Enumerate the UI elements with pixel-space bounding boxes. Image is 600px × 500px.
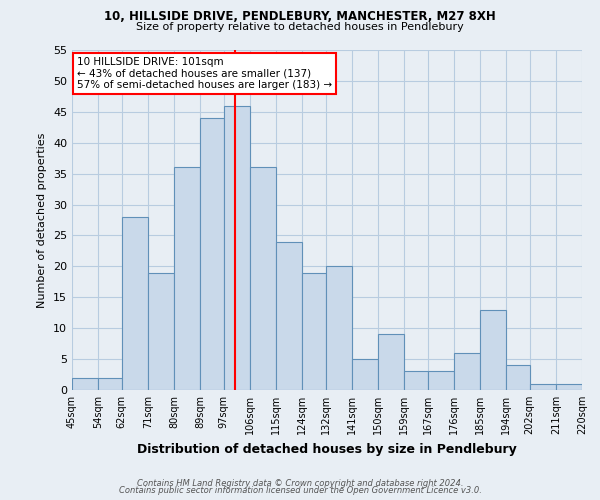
Bar	[72, 378, 98, 390]
Bar	[122, 217, 148, 390]
Bar	[378, 334, 404, 390]
Text: 10, HILLSIDE DRIVE, PENDLEBURY, MANCHESTER, M27 8XH: 10, HILLSIDE DRIVE, PENDLEBURY, MANCHEST…	[104, 10, 496, 23]
Bar	[250, 168, 276, 390]
Bar	[148, 272, 174, 390]
Bar	[200, 118, 224, 390]
Y-axis label: Number of detached properties: Number of detached properties	[37, 132, 47, 308]
Bar	[302, 272, 326, 390]
Bar	[556, 384, 582, 390]
X-axis label: Distribution of detached houses by size in Pendlebury: Distribution of detached houses by size …	[137, 442, 517, 456]
Bar	[98, 378, 122, 390]
Bar	[224, 106, 250, 390]
Bar	[454, 353, 480, 390]
Bar	[326, 266, 352, 390]
Bar	[530, 384, 556, 390]
Text: 10 HILLSIDE DRIVE: 101sqm
← 43% of detached houses are smaller (137)
57% of semi: 10 HILLSIDE DRIVE: 101sqm ← 43% of detac…	[77, 57, 332, 90]
Bar	[276, 242, 302, 390]
Bar	[480, 310, 506, 390]
Bar	[506, 366, 530, 390]
Bar	[174, 168, 200, 390]
Bar	[428, 372, 454, 390]
Bar	[404, 372, 428, 390]
Bar	[352, 359, 378, 390]
Text: Contains public sector information licensed under the Open Government Licence v3: Contains public sector information licen…	[119, 486, 481, 495]
Text: Size of property relative to detached houses in Pendlebury: Size of property relative to detached ho…	[136, 22, 464, 32]
Text: Contains HM Land Registry data © Crown copyright and database right 2024.: Contains HM Land Registry data © Crown c…	[137, 478, 463, 488]
